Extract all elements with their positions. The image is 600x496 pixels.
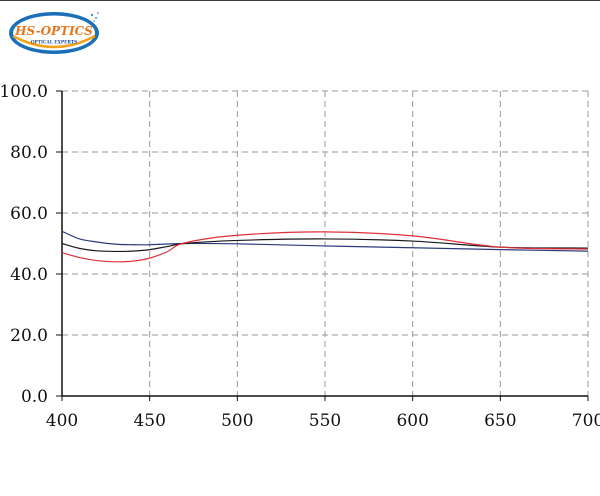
logo-sparkle-dot <box>95 17 97 19</box>
y-tick-label: 40.0 <box>10 265 48 285</box>
series-line-3 <box>61 231 589 263</box>
x-tick-label: 400 <box>46 411 78 431</box>
hs-optics-logo: HS-OPTICS OPTICAL EXPERTS <box>9 12 99 54</box>
logo-sparkle-dot <box>90 13 94 17</box>
x-tick-label: 700 <box>572 411 600 431</box>
logo-sparkle-dot <box>97 12 99 14</box>
y-tick-label: 100.0 <box>0 82 48 102</box>
top-border-line <box>0 0 600 1</box>
logo-orange-swoosh <box>12 34 96 49</box>
y-tick-label: 20.0 <box>10 326 48 346</box>
y-tick-label: 60.0 <box>10 204 48 224</box>
logo-sparkle-dot <box>93 20 95 22</box>
y-tick-label: 80.0 <box>10 143 48 163</box>
logo-inner-ellipse <box>13 15 95 51</box>
logo-brand-text: HS-OPTICS <box>14 24 93 38</box>
x-tick-label: 450 <box>133 411 165 431</box>
y-tick-label: 0.0 <box>21 387 48 407</box>
x-tick-label: 500 <box>221 411 253 431</box>
logo-tagline-text: OPTICAL EXPERTS <box>31 41 77 46</box>
series-line-2 <box>61 238 589 253</box>
tick-label-layer: 400 450 500 550 600 650 700 0.0 20.0 40.0 60.0 80.0… <box>0 82 600 431</box>
x-tick-label: 650 <box>484 411 516 431</box>
x-tick-label: 600 <box>396 411 428 431</box>
series-layer <box>61 230 589 263</box>
grid-layer <box>62 90 589 396</box>
x-tick-label: 550 <box>309 411 341 431</box>
